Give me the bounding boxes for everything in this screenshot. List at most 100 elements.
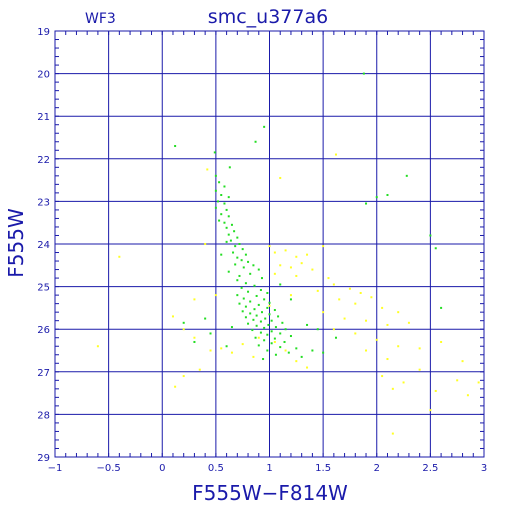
data-point: [386, 194, 389, 197]
data-point: [456, 379, 459, 382]
data-point: [241, 248, 244, 251]
data-point: [214, 189, 217, 192]
data-point: [220, 194, 223, 197]
data-point: [209, 349, 212, 352]
data-point: [270, 319, 273, 322]
data-point: [234, 245, 237, 248]
data-point: [359, 291, 362, 294]
data-point: [230, 223, 233, 226]
data-point: [266, 291, 269, 294]
data-point: [259, 331, 262, 334]
plot-frame: [54, 30, 485, 458]
data-point: [266, 349, 269, 352]
data-point: [236, 279, 239, 282]
data-point: [255, 324, 258, 327]
data-point: [332, 328, 335, 331]
y-tick-label: 29: [37, 453, 50, 464]
data-point: [247, 322, 250, 325]
data-point: [238, 302, 241, 305]
data-point: [268, 245, 271, 248]
data-point: [209, 332, 212, 335]
data-point: [381, 375, 384, 378]
data-point: [316, 328, 319, 331]
data-points: [96, 72, 480, 435]
data-point: [252, 355, 255, 358]
data-point: [227, 196, 230, 199]
data-point: [225, 226, 228, 229]
data-point: [295, 347, 298, 350]
data-point: [322, 245, 325, 248]
y-tick-label: 22: [37, 155, 50, 166]
data-point: [266, 333, 269, 336]
data-point: [260, 311, 263, 314]
data-point: [223, 185, 226, 188]
x-tick-label: 0.5: [208, 463, 224, 474]
data-point: [174, 385, 177, 388]
x-tick-label: 3: [481, 463, 487, 474]
data-point: [405, 174, 408, 177]
data-point: [289, 298, 292, 301]
data-point: [381, 306, 384, 309]
data-point: [354, 302, 357, 305]
data-point: [273, 309, 276, 312]
data-point: [249, 272, 252, 275]
data-point: [257, 303, 260, 306]
data-point: [306, 253, 309, 256]
data-point: [171, 315, 174, 318]
data-point: [429, 234, 432, 237]
data-point: [284, 328, 287, 331]
data-point: [273, 272, 276, 275]
data-point: [204, 243, 207, 245]
data-point: [362, 72, 365, 75]
chart-title: smc_u377a6: [208, 6, 328, 28]
data-point: [295, 255, 298, 258]
data-point: [273, 340, 276, 343]
data-point: [247, 260, 250, 263]
data-point: [311, 349, 314, 352]
x-tick-label: 2.5: [422, 463, 438, 474]
y-tick-label: 25: [37, 283, 50, 294]
data-point: [254, 140, 257, 143]
data-point: [279, 346, 282, 349]
data-point: [204, 317, 207, 320]
data-point: [348, 287, 351, 290]
data-point: [270, 342, 273, 345]
data-point: [259, 289, 262, 292]
y-tick-label: 23: [37, 197, 50, 208]
data-point: [220, 347, 223, 350]
y-axis-title: F555W: [4, 208, 28, 278]
data-point: [257, 336, 260, 339]
data-point: [300, 262, 303, 265]
data-point: [252, 318, 255, 321]
data-point: [365, 349, 368, 352]
data-point: [289, 335, 292, 338]
data-point: [254, 336, 257, 339]
data-point: [375, 338, 378, 341]
data-point: [386, 323, 389, 326]
data-point: [220, 253, 223, 256]
data-point: [434, 389, 437, 392]
x-tick-label: 1: [266, 463, 272, 474]
grid: [55, 31, 484, 457]
data-point: [241, 310, 244, 313]
data-point: [223, 221, 226, 224]
data-point: [397, 311, 400, 314]
data-point: [223, 202, 226, 205]
data-point: [268, 304, 271, 307]
data-point: [277, 315, 280, 318]
data-point: [334, 153, 337, 156]
data-point: [338, 298, 341, 301]
data-point: [295, 274, 298, 277]
data-point: [375, 196, 378, 199]
data-point: [322, 311, 325, 314]
data-point: [283, 340, 286, 343]
data-point: [225, 345, 228, 348]
data-point: [274, 326, 277, 329]
data-point: [332, 283, 335, 286]
data-point: [96, 345, 99, 348]
data-point: [306, 323, 309, 326]
data-point: [263, 298, 266, 301]
data-point: [238, 243, 241, 245]
data-point: [193, 340, 196, 343]
